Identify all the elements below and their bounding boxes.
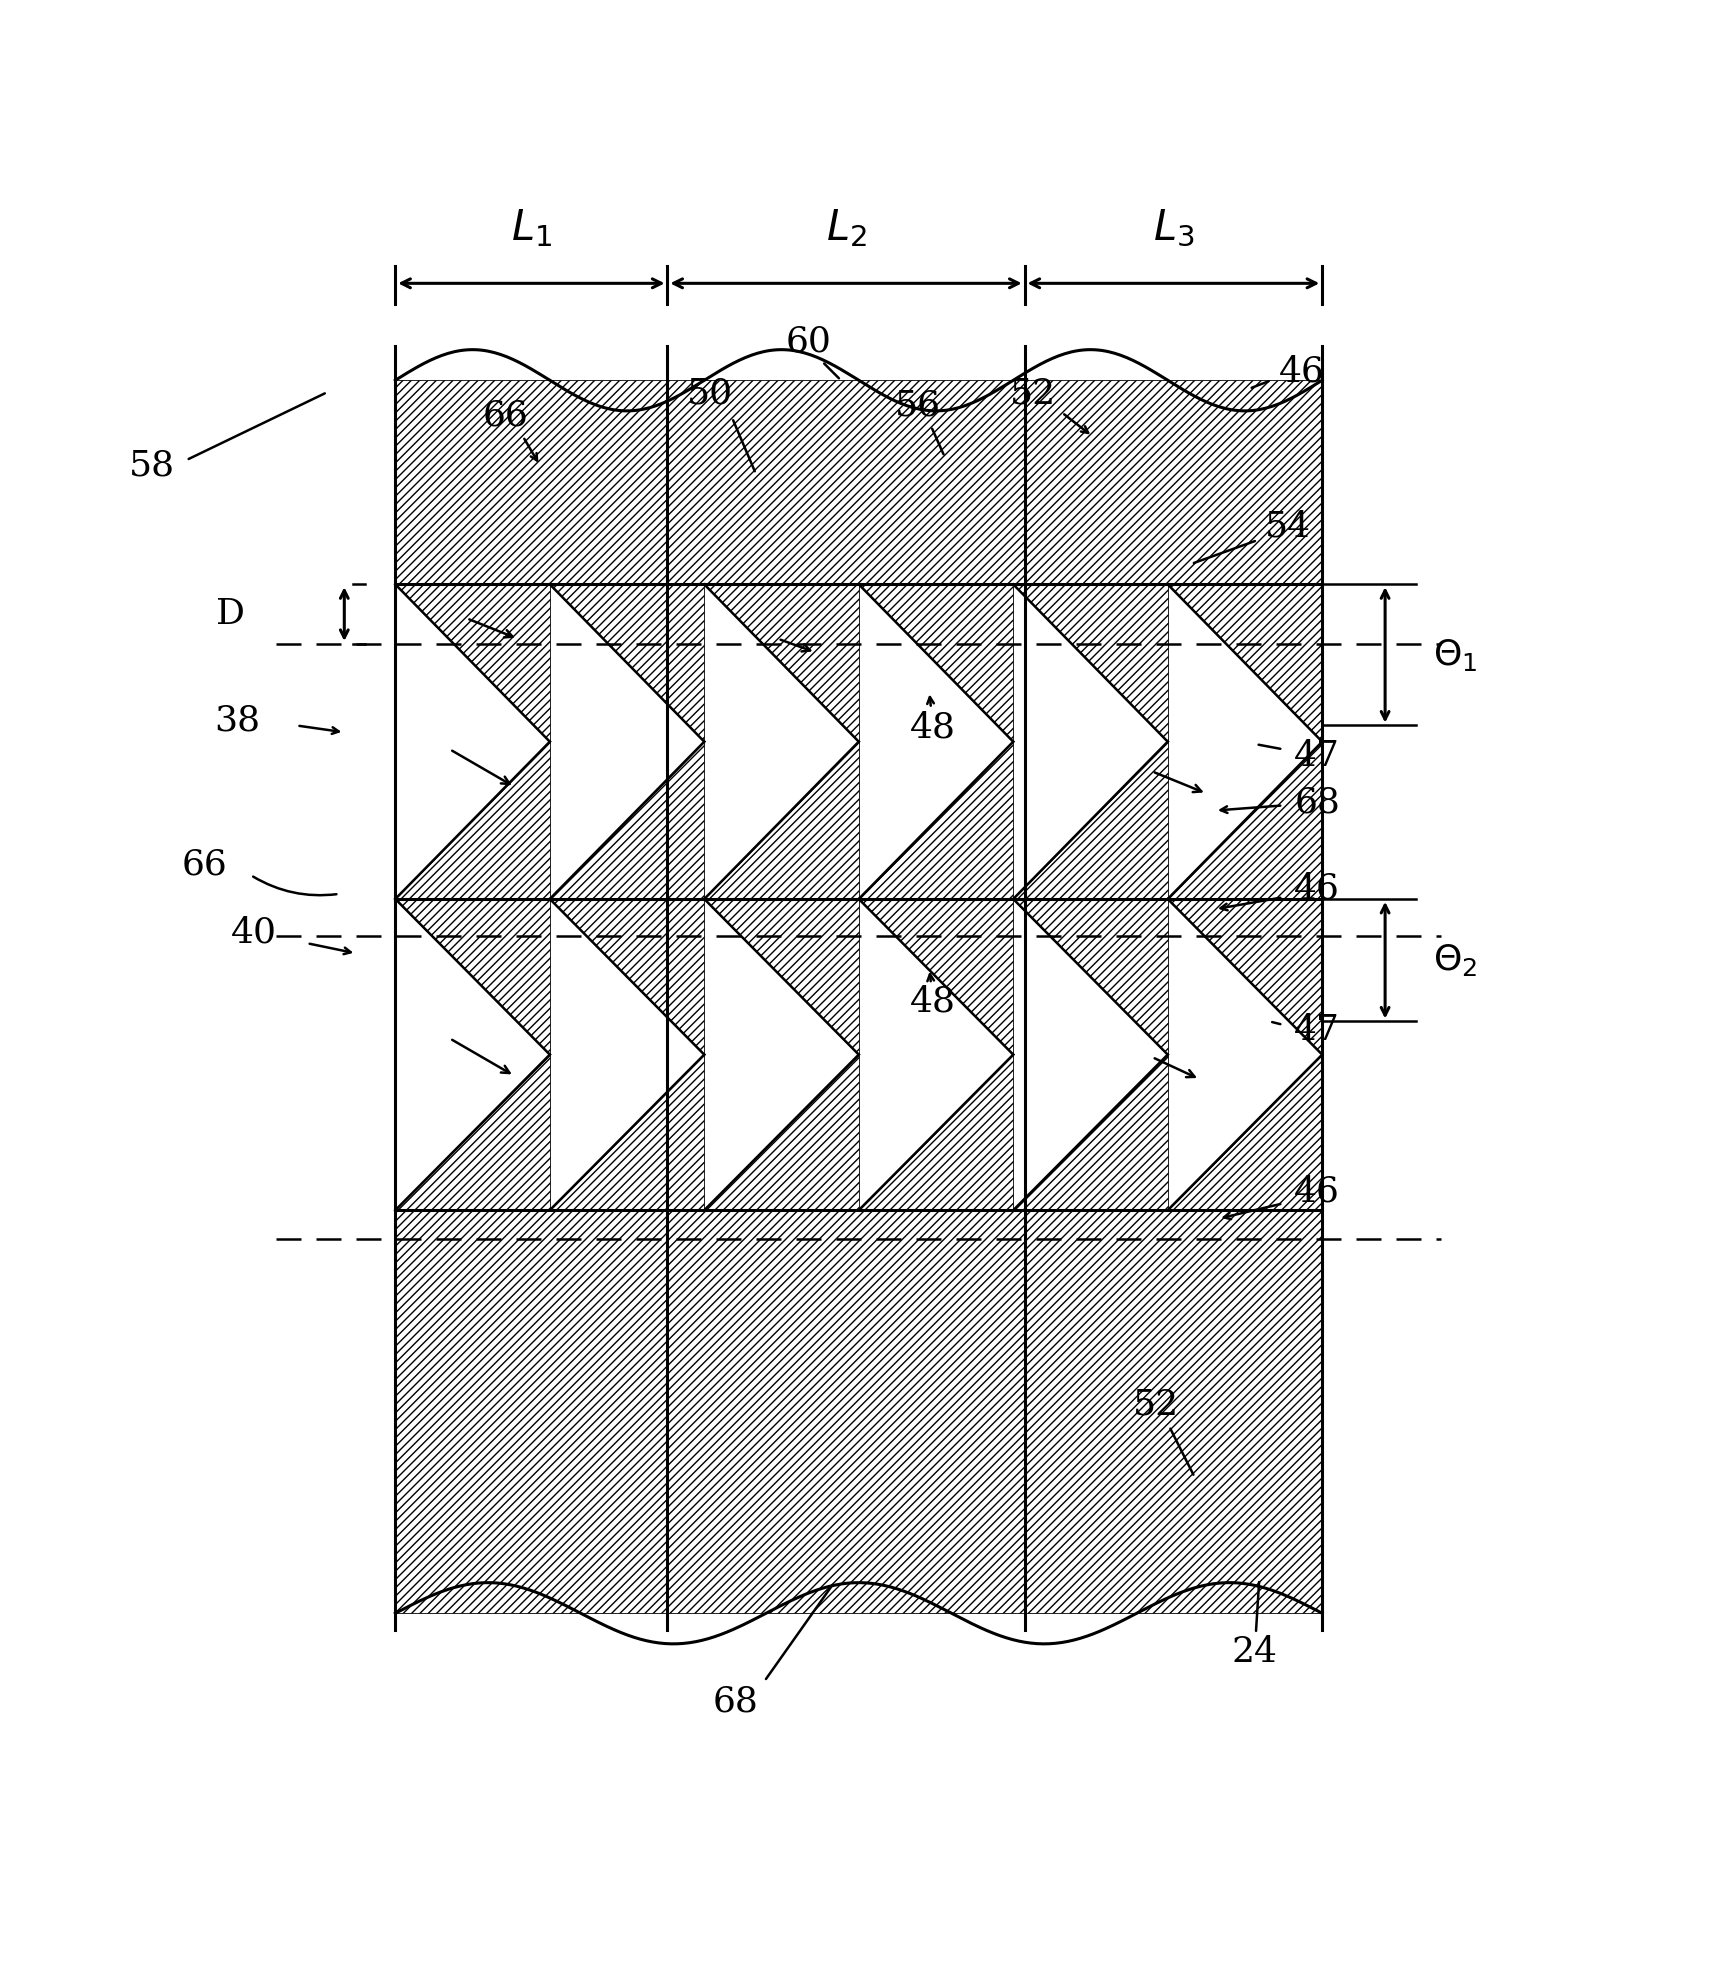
Text: 46: 46 bbox=[1294, 1175, 1340, 1208]
Polygon shape bbox=[704, 1055, 858, 1210]
Text: $L_3$: $L_3$ bbox=[1152, 207, 1195, 250]
Text: D: D bbox=[215, 596, 244, 632]
Text: 46: 46 bbox=[1278, 354, 1324, 390]
Bar bbox=[395, 380, 1323, 584]
Text: 52: 52 bbox=[1133, 1387, 1179, 1421]
Polygon shape bbox=[704, 584, 858, 742]
Text: 46: 46 bbox=[1294, 872, 1340, 905]
Polygon shape bbox=[858, 899, 1013, 1055]
Polygon shape bbox=[395, 584, 550, 742]
Bar bbox=[395, 1210, 1323, 1614]
Text: $\Theta_1$: $\Theta_1$ bbox=[1432, 638, 1477, 673]
Polygon shape bbox=[395, 899, 550, 1055]
Polygon shape bbox=[1167, 742, 1323, 899]
Polygon shape bbox=[858, 742, 1013, 899]
Text: 38: 38 bbox=[214, 703, 260, 738]
Text: 48: 48 bbox=[909, 984, 955, 1017]
Bar bbox=[395, 1210, 1323, 1614]
Text: 54: 54 bbox=[1265, 510, 1311, 543]
Text: 47: 47 bbox=[1294, 1014, 1340, 1047]
Text: 47: 47 bbox=[1294, 740, 1340, 773]
Polygon shape bbox=[1167, 899, 1323, 1055]
Text: 58: 58 bbox=[130, 449, 176, 482]
Text: 66: 66 bbox=[484, 400, 528, 433]
Polygon shape bbox=[550, 742, 704, 899]
Text: 66: 66 bbox=[181, 848, 227, 882]
Text: $L_1$: $L_1$ bbox=[511, 207, 552, 250]
Polygon shape bbox=[1013, 899, 1167, 1055]
Polygon shape bbox=[395, 742, 550, 899]
Polygon shape bbox=[858, 584, 1013, 742]
Text: 24: 24 bbox=[1230, 1635, 1277, 1669]
Polygon shape bbox=[1167, 1055, 1323, 1210]
Polygon shape bbox=[550, 899, 704, 1055]
Polygon shape bbox=[1013, 584, 1167, 742]
Text: 50: 50 bbox=[687, 376, 733, 411]
Text: $\Theta_2$: $\Theta_2$ bbox=[1432, 943, 1477, 978]
Text: 48: 48 bbox=[909, 710, 955, 744]
Text: 40: 40 bbox=[231, 915, 277, 951]
Text: $L_2$: $L_2$ bbox=[825, 207, 866, 250]
Text: 68: 68 bbox=[1294, 785, 1340, 819]
Polygon shape bbox=[1013, 742, 1167, 899]
Text: 60: 60 bbox=[786, 325, 832, 358]
Polygon shape bbox=[395, 1055, 550, 1210]
Polygon shape bbox=[550, 584, 704, 742]
Polygon shape bbox=[550, 1055, 704, 1210]
Text: 52: 52 bbox=[1010, 376, 1056, 411]
Bar bbox=[395, 380, 1323, 584]
Polygon shape bbox=[1167, 584, 1323, 742]
Text: 56: 56 bbox=[894, 390, 940, 423]
Text: 68: 68 bbox=[713, 1685, 759, 1718]
Polygon shape bbox=[858, 1055, 1013, 1210]
Polygon shape bbox=[1013, 1055, 1167, 1210]
Polygon shape bbox=[704, 899, 858, 1055]
Polygon shape bbox=[704, 742, 858, 899]
